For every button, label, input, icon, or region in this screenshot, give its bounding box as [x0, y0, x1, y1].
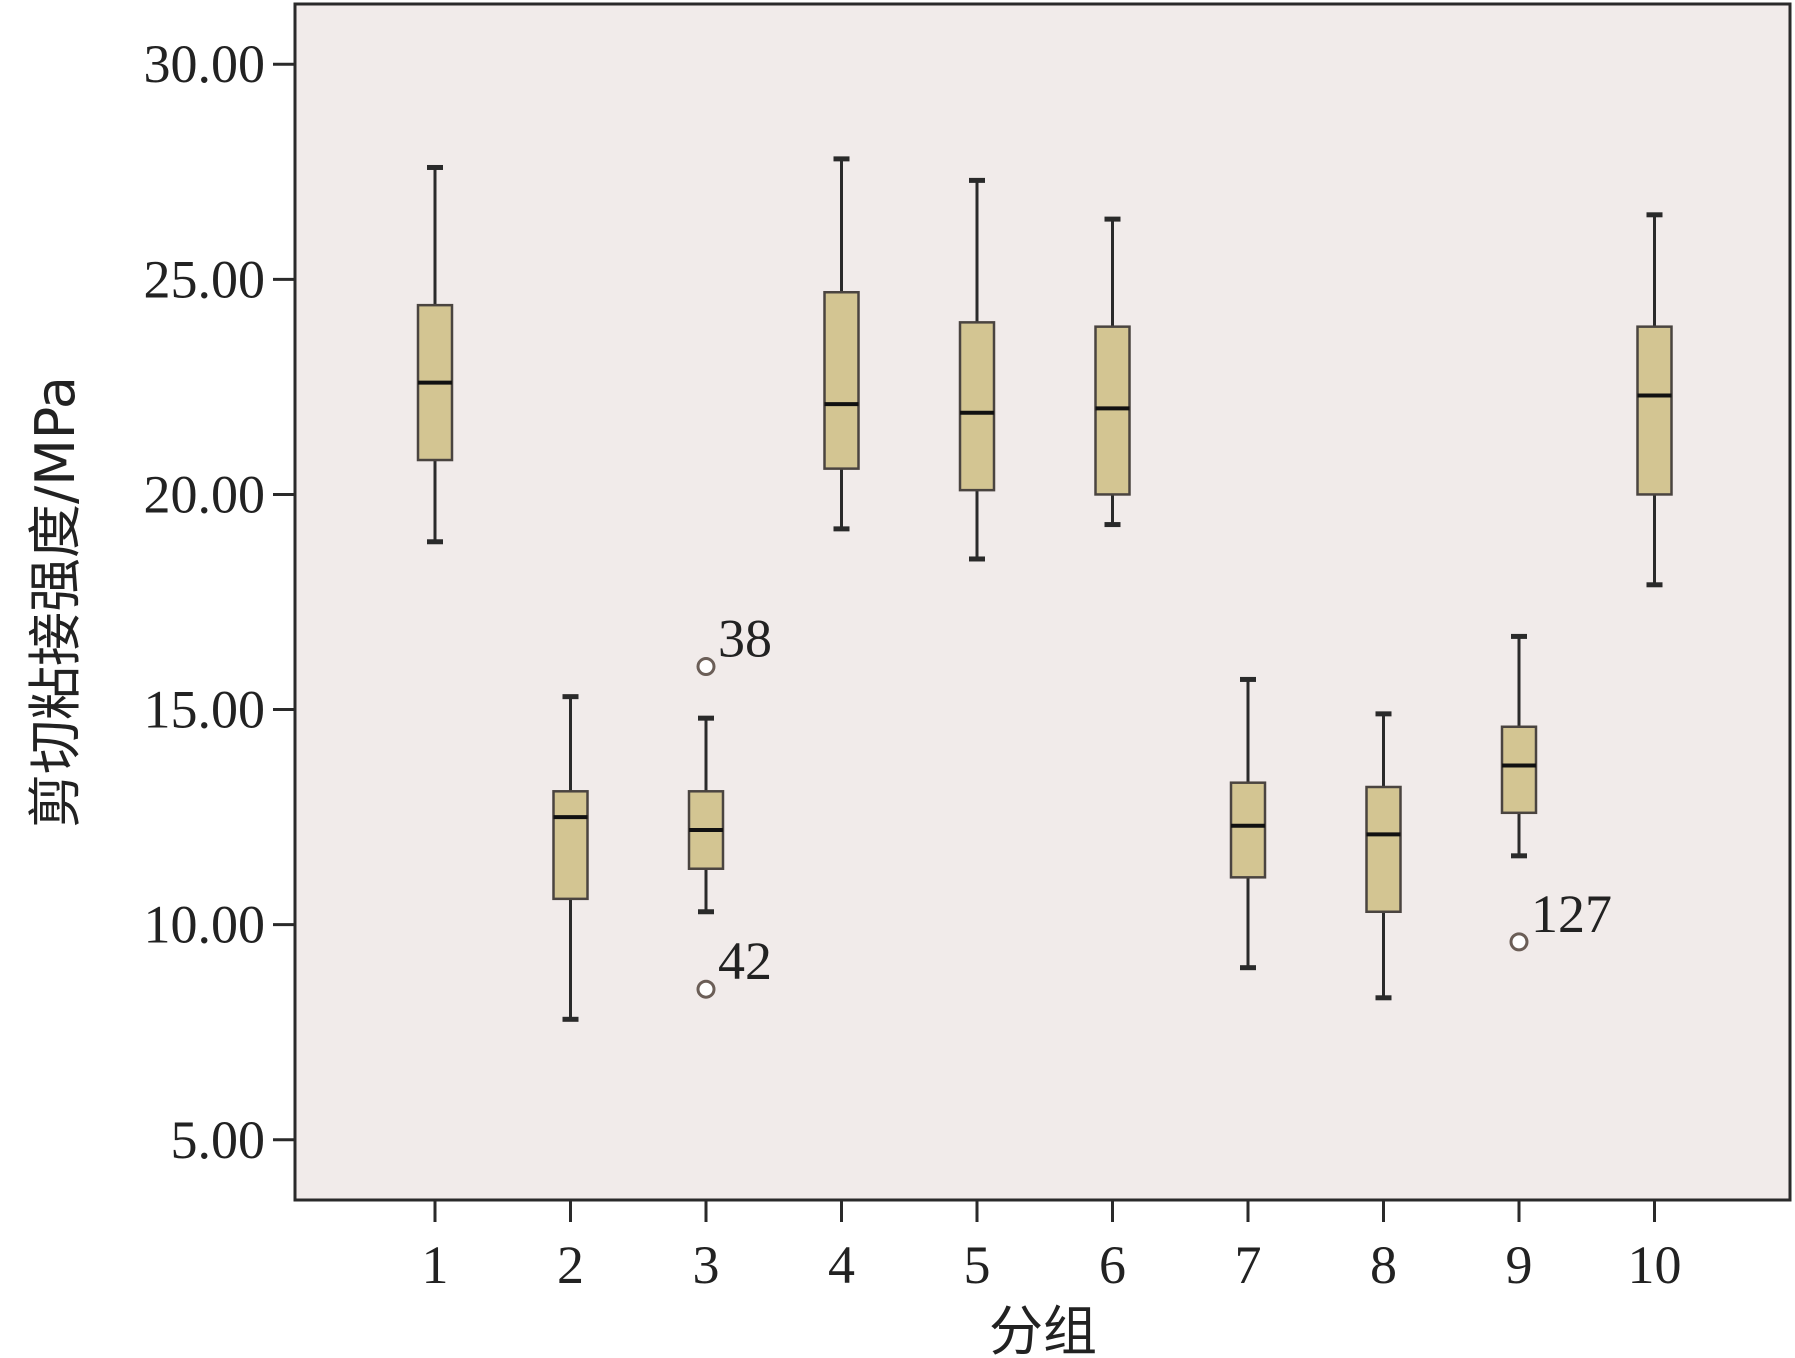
box-rect: [552, 790, 589, 901]
box-group-1: [416, 164, 454, 545]
boxes: [416, 156, 1673, 1022]
y-tick-label: 20.00: [144, 464, 266, 524]
x-axis: 1 2 3 4 5 6 7 8 9 10: [422, 1200, 1682, 1295]
x-tick-label: 8: [1370, 1235, 1397, 1295]
box-group-3: [687, 715, 725, 915]
outlier-point: [1509, 932, 1529, 952]
box-group-4: [823, 156, 860, 532]
y-axis: 5.00 10.00 15.00 20.00 25.00 30.00: [144, 34, 295, 1170]
x-tick-label: 10: [1628, 1235, 1682, 1295]
y-tick-label: 5.00: [171, 1110, 266, 1170]
box-rect: [1094, 325, 1131, 496]
x-axis-title: 分组: [989, 1300, 1097, 1358]
box-rect: [1229, 781, 1267, 879]
box-group-7: [1229, 676, 1267, 971]
y-tick-label: 30.00: [144, 34, 266, 94]
x-tick-label: 4: [828, 1235, 855, 1295]
plot-area: [293, 2, 1792, 1202]
x-tick-label: 3: [693, 1235, 720, 1295]
outlier-label: 38: [718, 609, 772, 669]
y-tick-label: 25.00: [144, 249, 266, 309]
x-tick-label: 2: [557, 1235, 584, 1295]
box-group-2: [552, 694, 589, 1022]
outlier-point: [696, 979, 716, 999]
y-axis-title: 剪切粘接强度/MPa: [24, 376, 87, 828]
x-tick-label: 5: [964, 1235, 991, 1295]
x-tick-label: 9: [1506, 1235, 1533, 1295]
box-group-8: [1365, 711, 1402, 1001]
outliers: 38 42 127: [696, 609, 1612, 999]
x-tick-label: 6: [1099, 1235, 1126, 1295]
y-tick-label: 10.00: [144, 895, 266, 955]
box-group-6: [1094, 216, 1131, 528]
box-rect: [1636, 325, 1673, 496]
outlier-point: [696, 657, 716, 677]
box-rect: [823, 290, 860, 470]
box-rect: [1500, 725, 1538, 815]
box-rect: [958, 321, 996, 492]
x-tick-label: 1: [422, 1235, 449, 1295]
x-tick-label: 7: [1235, 1235, 1262, 1295]
outlier-label: 42: [718, 931, 772, 991]
box-group-9: [1500, 633, 1538, 859]
box-group-10: [1636, 212, 1673, 588]
outlier-label: 127: [1531, 884, 1612, 944]
box-rect: [1365, 785, 1402, 914]
box-group-5: [958, 177, 996, 562]
y-tick-label: 15.00: [144, 680, 266, 740]
